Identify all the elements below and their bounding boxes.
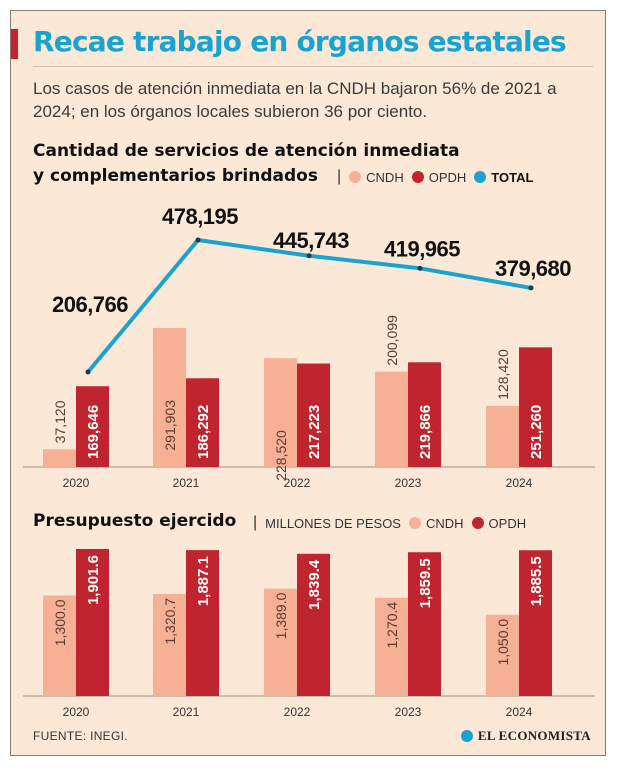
total-point-2020 [85, 369, 91, 375]
bar-opdh-label-2022: 217,223 [306, 405, 323, 459]
bar-cndh-2023 [375, 371, 408, 467]
bar-opdh-2023 [408, 552, 441, 696]
x-tick-2021: 2021 [173, 476, 200, 490]
chart1-title-line1: Cantidad de servicios de atención inmedi… [33, 141, 460, 161]
bar-opdh-label-2024: 251,260 [528, 405, 545, 459]
bar-opdh-label-2024: 1,885.5 [528, 556, 545, 606]
x-tick-2024: 2024 [506, 476, 533, 490]
title-divider [33, 66, 593, 67]
chart2-title: Presupuesto ejercido [33, 511, 237, 531]
total-point-2023 [417, 265, 423, 271]
bar-cndh-2021 [153, 593, 186, 696]
bar-opdh-label-2021: 186,292 [195, 405, 212, 459]
legend-opdh-label: OPDH [488, 515, 527, 531]
bar-cndh-2020 [43, 449, 76, 467]
budget-chart: 1,300.0 1,901.6 2020 1,320.7 1,887.1 2021 1,38… [23, 549, 595, 719]
chart2-legend: | MILLONES DE PESOS CNDH OPDH [247, 514, 526, 532]
bar-cndh-label-2024: 128,420 [495, 349, 511, 400]
total-label-2024: 379,680 [495, 256, 571, 281]
bar-cndh-label-2023: 200,099 [384, 315, 400, 366]
source-note: FUENTE: INEGI. [33, 729, 128, 743]
bar-opdh-2021 [186, 550, 219, 696]
bar-cndh-2023 [375, 597, 408, 696]
x-tick-2020: 2020 [63, 705, 90, 719]
bar-opdh-label-2020: 169,646 [85, 405, 102, 459]
bar-opdh-2020 [76, 386, 109, 467]
bar-cndh-label-2020: 1,300.0 [52, 599, 68, 646]
total-point-2021 [195, 237, 201, 243]
legend-cndh-swatch [408, 517, 421, 529]
legend-opdh-swatch [411, 171, 424, 183]
bar-opdh-2022 [297, 553, 330, 696]
bar-cndh-label-2023: 1,270.4 [384, 602, 400, 649]
publisher-logo: EL ECONOMISTA [460, 728, 591, 744]
bar-cndh-2024 [486, 614, 519, 696]
total-label-2023: 419,965 [384, 236, 460, 261]
bar-cndh-label-2022: 228,520 [273, 430, 289, 481]
bar-opdh-2022 [297, 363, 330, 467]
logo-text: EL ECONOMISTA [477, 728, 591, 743]
total-label-2022: 445,743 [273, 228, 349, 253]
bar-cndh-label-2021: 291,903 [162, 400, 178, 451]
bar-cndh-label-2021: 1,320.7 [162, 598, 178, 645]
infographic-frame: Recae trabajo en órganos estatales Los c… [10, 10, 606, 756]
bar-cndh-2021 [153, 328, 186, 467]
legend-opdh-label: OPDH [428, 169, 467, 185]
x-tick-2024: 2024 [506, 705, 533, 719]
x-tick-2023: 2023 [395, 476, 422, 490]
legend-separator: | [337, 168, 342, 185]
bar-cndh-2022 [264, 588, 297, 696]
bar-opdh-2020 [76, 549, 109, 696]
bar-cndh-label-2024: 1,050.0 [495, 619, 511, 666]
legend-cndh-label: CNDH [366, 169, 404, 185]
x-tick-2022: 2022 [284, 476, 311, 490]
title-accent-bar [11, 29, 18, 59]
total-label-2020: 206,766 [52, 292, 128, 317]
services-chart: 37,120 169,646 2020 291,903 186,292 2021 228,5… [23, 204, 595, 490]
bar-cndh-2024 [486, 405, 519, 467]
bar-opdh-label-2023: 1,859.5 [417, 558, 434, 608]
bar-opdh-label-2021: 1,887.1 [195, 556, 212, 606]
page-title: Recae trabajo en órganos estatales [33, 25, 567, 58]
bar-opdh-label-2020: 1,901.6 [85, 555, 102, 605]
legend-total-swatch [474, 171, 487, 183]
chart2-unit: MILLONES DE PESOS [265, 515, 401, 531]
x-tick-2023: 2023 [395, 705, 422, 719]
x-tick-2020: 2020 [63, 476, 90, 490]
bar-cndh-label-2020: 37,120 [52, 400, 68, 443]
page-subtitle: Los casos de atención inmediata en la CN… [33, 79, 557, 121]
legend-total-label: TOTAL [491, 169, 534, 185]
bar-opdh-label-2023: 219,866 [417, 405, 434, 459]
total-point-2024 [528, 285, 534, 291]
bar-cndh-2022 [264, 358, 297, 467]
chart1-legend: | CNDH OPDH TOTAL [331, 168, 533, 186]
bar-cndh-2020 [43, 595, 76, 696]
x-tick-2022: 2022 [284, 705, 311, 719]
legend-cndh-label: CNDH [425, 515, 464, 531]
chart1-title-line2: y complementarios brindados [33, 166, 318, 186]
bar-cndh-label-2022: 1,389.0 [273, 592, 289, 639]
legend-separator: | [253, 514, 258, 531]
legend-cndh-swatch [349, 171, 362, 183]
bar-opdh-2024 [519, 550, 552, 696]
bar-opdh-2023 [408, 362, 441, 467]
bar-opdh-2021 [186, 378, 219, 467]
total-point-2022 [306, 253, 312, 259]
bar-opdh-2024 [519, 347, 552, 467]
total-label-2021: 478,195 [162, 204, 238, 229]
x-tick-2021: 2021 [173, 705, 200, 719]
legend-opdh-swatch [471, 517, 484, 529]
bar-opdh-label-2022: 1,839.4 [306, 559, 323, 610]
logo-icon [460, 730, 473, 742]
